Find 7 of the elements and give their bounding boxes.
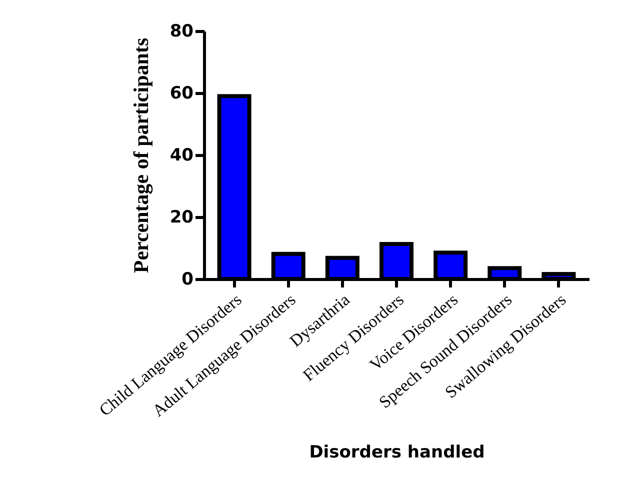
y-tick-label: 20 xyxy=(170,208,194,228)
y-axis-title: Percentage of participants xyxy=(128,38,153,274)
y-tick-label: 80 xyxy=(170,22,194,42)
x-axis-title: Disorders handled xyxy=(309,442,485,463)
y-tick-label: 0 xyxy=(182,270,194,290)
y-tick-label: 40 xyxy=(170,146,194,166)
y-tick-label: 60 xyxy=(170,84,194,104)
